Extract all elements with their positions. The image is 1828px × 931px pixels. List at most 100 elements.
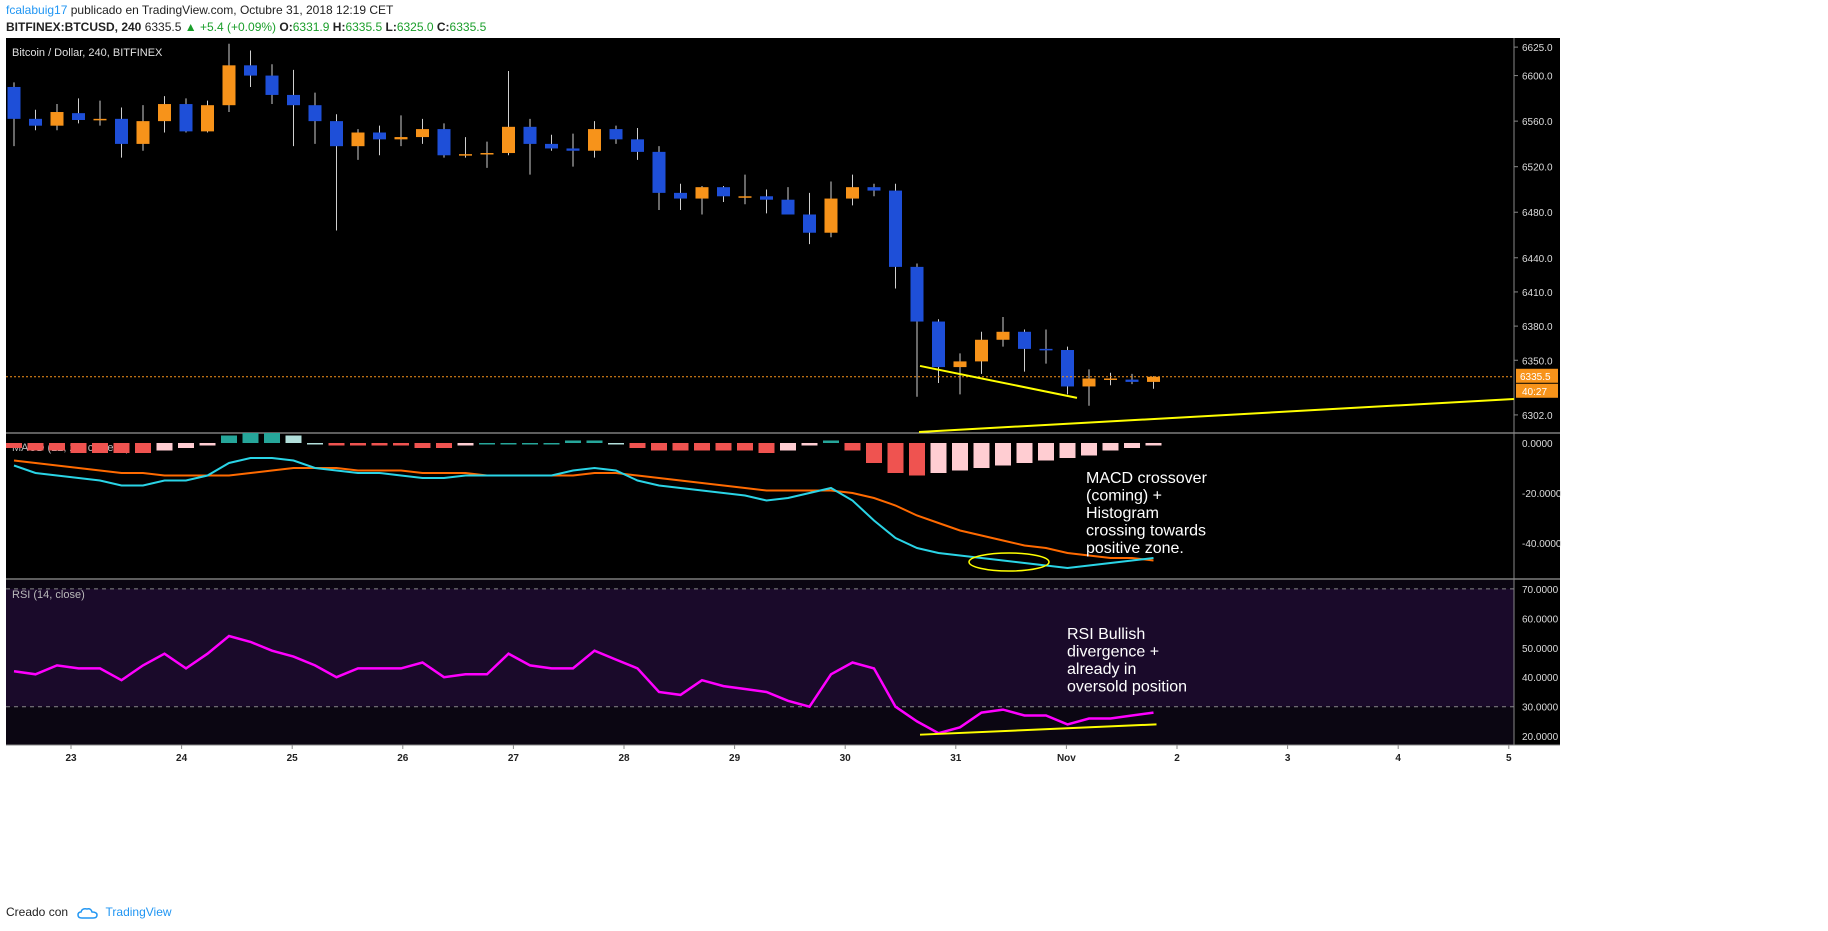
macd-tick-label: 0.0000 — [1522, 439, 1553, 450]
candle-body — [1039, 348, 1053, 351]
candle-body — [717, 187, 730, 197]
candle-body — [953, 361, 967, 368]
macd-histogram-bar — [135, 443, 151, 453]
macd-histogram-bar — [844, 443, 861, 451]
candle-body — [803, 214, 816, 233]
macd-histogram-bar — [952, 443, 968, 471]
rsi-tick-label: 40.0000 — [1522, 673, 1559, 684]
tradingview-cloud-icon — [77, 907, 99, 919]
macd-histogram-bar — [801, 443, 818, 446]
macd-histogram-bar — [715, 443, 732, 451]
publish-info: fcalabuig17 publicado en TradingView.com… — [6, 3, 393, 17]
time-tick-label: 30 — [840, 753, 852, 764]
candle-body — [889, 190, 902, 267]
macd-histogram-bar — [866, 443, 882, 463]
price-tick-label: 6625.0 — [1522, 43, 1553, 54]
macd-histogram-bar — [909, 443, 925, 476]
publish-text: publicado en TradingView.com, Octubre 31… — [70, 3, 394, 17]
rsi-trendline — [919, 723, 1157, 736]
macd-histogram-bar — [1038, 443, 1054, 461]
candle-body — [394, 137, 408, 140]
macd-histogram-bar — [479, 443, 495, 445]
price-tick-label: 6350.0 — [1522, 356, 1553, 367]
time-tick-label: 27 — [508, 753, 520, 764]
macd-histogram-bar — [285, 435, 302, 443]
support-trendline — [918, 397, 1515, 433]
macd-histogram-bar — [1124, 443, 1140, 448]
macd-histogram-bar — [651, 443, 667, 451]
macd-annotation-line: Histogram — [1086, 505, 1159, 522]
time-tick-label: 26 — [397, 753, 409, 764]
candle-body — [760, 196, 773, 200]
candle-body — [867, 187, 881, 191]
candle-body — [824, 198, 838, 233]
macd-histogram-bar — [414, 443, 431, 448]
macd-histogram-bar — [1102, 443, 1119, 451]
macd-histogram-bar — [350, 443, 366, 446]
rsi-annotation-line: divergence + — [1067, 644, 1159, 661]
up-arrow-icon: ▲ — [184, 20, 197, 34]
macd-histogram-bar — [758, 443, 775, 453]
candle-body — [330, 121, 343, 147]
price-tick-label: 6520.0 — [1522, 163, 1553, 174]
candle-body — [136, 121, 150, 144]
macd-annotation-line: crossing towards — [1086, 523, 1206, 540]
rsi-tick-label: 60.0000 — [1522, 614, 1559, 625]
created-with-text: Creado con — [6, 905, 69, 919]
candle-body — [1082, 378, 1096, 387]
candle-body — [416, 129, 429, 138]
close-value: 6335.5 — [449, 20, 487, 34]
candle-body — [545, 143, 558, 149]
candle-body — [287, 94, 300, 106]
price-tick-label: 6600.0 — [1522, 72, 1553, 83]
macd-histogram-bar — [49, 443, 65, 451]
macd-histogram-bar — [543, 443, 560, 445]
macd-histogram-bar — [328, 443, 345, 446]
high-value: 6335.5 — [345, 20, 383, 34]
macd-histogram-bar — [371, 443, 388, 446]
candle-body — [1147, 376, 1160, 382]
candle-body — [738, 196, 752, 198]
price-tick-label: 6480.0 — [1522, 208, 1553, 219]
candle-body — [50, 112, 64, 126]
tradingview-link[interactable]: TradingView — [105, 905, 172, 919]
price-change: +5.4 (+0.09%) — [199, 20, 277, 34]
macd-histogram-bar — [307, 443, 323, 445]
macd-histogram-bar — [780, 443, 796, 451]
candle-body — [308, 105, 322, 122]
price-trendline — [919, 364, 1078, 399]
rsi-tick-label: 30.0000 — [1522, 703, 1559, 714]
symbol-label: BITFINEX:BTCUSD, 240 — [6, 20, 142, 34]
candle-body — [695, 187, 709, 199]
macd-histogram-bar — [672, 443, 689, 451]
macd-histogram-bar — [457, 443, 474, 446]
candle-body — [588, 129, 601, 151]
macd-histogram-bar — [995, 443, 1011, 466]
macd-histogram-bar — [242, 433, 259, 443]
macd-annotation-line: (coming) + — [1086, 488, 1162, 505]
candle-body — [29, 118, 42, 126]
high-label: H: — [332, 20, 346, 34]
candle-body — [373, 132, 386, 140]
price-tick-label: 6440.0 — [1522, 254, 1553, 265]
macd-histogram-bar — [70, 443, 87, 453]
open-label: O: — [279, 20, 293, 34]
price-tick-label: 6410.0 — [1522, 288, 1553, 299]
last-price: 6335.5 — [144, 20, 182, 34]
candle-body — [1125, 379, 1139, 382]
time-tick-label: 2 — [1174, 753, 1180, 764]
price-pane-title: Bitcoin / Dollar, 240, BITFINEX — [12, 47, 163, 59]
time-tick-label: 29 — [729, 753, 741, 764]
countdown-label: 40:27 — [1522, 387, 1547, 398]
candle-body — [1061, 350, 1074, 387]
last-price-badge — [1516, 368, 1558, 383]
rsi-band — [6, 588, 1514, 707]
candle-body — [523, 126, 537, 144]
author-link[interactable]: fcalabuig17 — [6, 3, 68, 17]
macd-histogram-bar — [1059, 443, 1076, 458]
macd-histogram-bar — [113, 443, 130, 453]
macd-histogram-bar — [586, 440, 603, 443]
time-tick-label: Nov — [1057, 753, 1076, 764]
time-tick-label: 3 — [1285, 753, 1291, 764]
